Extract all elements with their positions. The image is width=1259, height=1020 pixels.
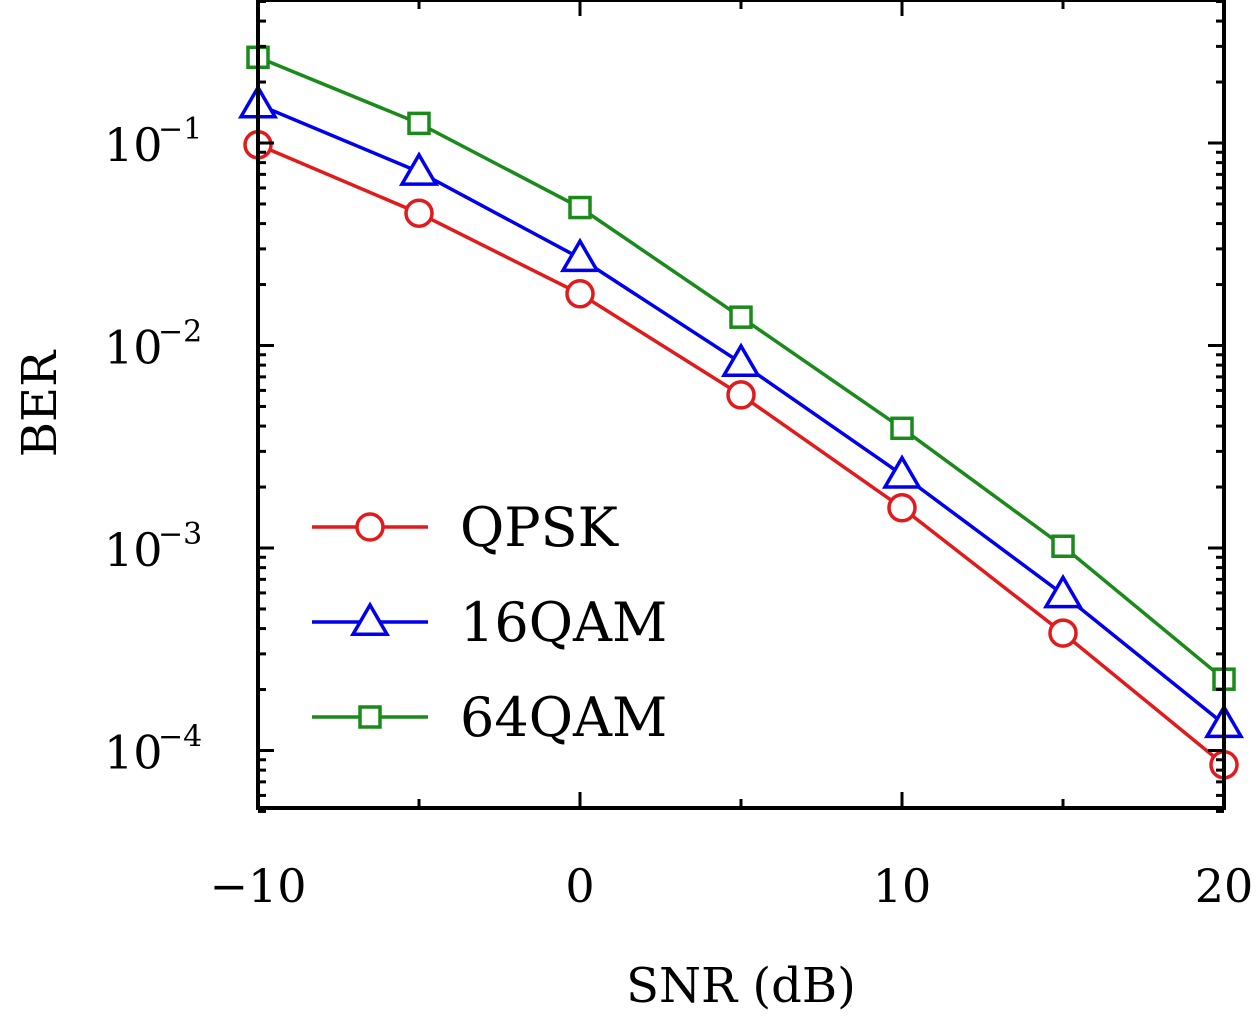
y-tick-exponent: −4 <box>158 720 202 755</box>
series-line-16qam <box>257 102 1226 726</box>
legend-marker-64qam <box>358 705 382 729</box>
data-point-64qam <box>890 416 914 441</box>
legend-label-qpsk: QPSK <box>460 496 620 559</box>
x-tick-label: 10 <box>873 859 932 913</box>
data-point-64qam <box>1051 534 1075 559</box>
data-point-64qam <box>729 305 753 329</box>
legend-item-16qam: 16QAM <box>312 591 667 654</box>
legend-marker-16qam <box>349 601 391 636</box>
data-point-16qam <box>720 342 762 377</box>
y-tick-label: 10 <box>104 321 163 375</box>
data-point-qpsk <box>726 380 756 410</box>
x-tick-label: 0 <box>565 859 594 913</box>
y-tick-exponent: −3 <box>158 517 202 552</box>
y-tick-label: 10 <box>104 726 163 780</box>
legend-marker-qpsk <box>355 512 385 542</box>
data-point-qpsk <box>404 198 434 228</box>
legend-label-64qam: 64QAM <box>460 686 667 749</box>
data-point-16qam <box>1042 573 1084 609</box>
series-16qam <box>237 83 1245 739</box>
data-point-16qam <box>398 151 440 186</box>
series-qpsk <box>243 130 1239 780</box>
y-tick-label: 10 <box>104 118 163 172</box>
y-tick-label: 10 <box>104 523 163 577</box>
y-tick-exponent: −2 <box>158 315 202 350</box>
legend: QPSK 16QAM 64QAM <box>312 496 667 749</box>
y-axis-label: BER <box>12 349 68 457</box>
legend-item-64qam: 64QAM <box>312 686 667 749</box>
data-point-qpsk <box>887 493 917 523</box>
y-tick-exponent: −1 <box>158 112 202 147</box>
legend-label-16qam: 16QAM <box>460 591 667 654</box>
data-point-16qam <box>559 237 601 273</box>
data-point-16qam <box>881 454 923 489</box>
data-point-qpsk <box>565 279 595 309</box>
series-line-qpsk <box>257 143 1226 767</box>
data-point-64qam <box>568 195 592 220</box>
x-axis-label: SNR (dB) <box>626 958 856 1014</box>
data-point-qpsk <box>1048 618 1078 648</box>
legend-item-qpsk: QPSK <box>312 496 620 559</box>
x-tick-label: −10 <box>209 859 306 913</box>
x-tick-label: 20 <box>1195 859 1254 913</box>
data-point-64qam <box>407 111 431 136</box>
plot-marks <box>237 45 1245 780</box>
